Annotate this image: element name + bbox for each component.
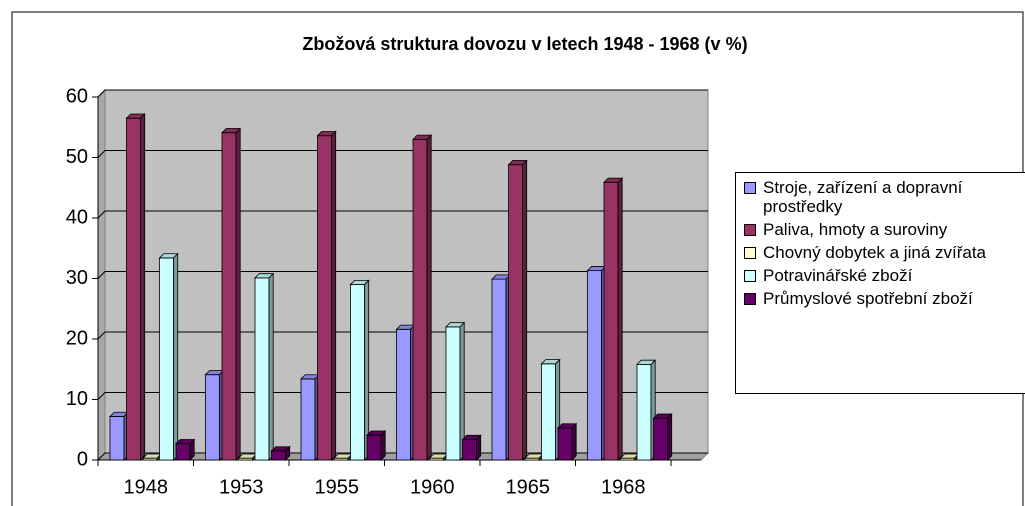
bar-front	[221, 132, 237, 461]
y-tick-label: 0	[77, 448, 88, 470]
y-tick-label: 50	[66, 146, 88, 168]
bar-front	[587, 270, 602, 461]
legend-entry: Chovný dobytek a jiná zvířata	[744, 243, 1025, 262]
bar	[109, 411, 130, 461]
x-tick-label: 1965	[506, 476, 551, 498]
bar-front	[254, 277, 270, 461]
legend: Stroje, zařízení a dopravní prostředky Pa…	[735, 172, 1025, 394]
bar-front	[412, 138, 428, 461]
x-tick-label: 1960	[410, 476, 455, 498]
bar-front	[603, 181, 619, 461]
grid-line	[97, 210, 708, 219]
legend-label: Chovný dobytek a jiná zvířata	[763, 243, 987, 262]
bar-front	[541, 363, 556, 461]
legend-entry: Stroje, zařízení a dopravní prostředky	[744, 178, 1025, 216]
bar-front	[396, 328, 411, 461]
bar-side	[426, 134, 432, 461]
bar	[540, 358, 561, 461]
bar-front	[317, 135, 332, 461]
bar-side	[285, 445, 291, 461]
bar-front	[491, 278, 507, 461]
bar-front	[175, 443, 191, 461]
bar	[507, 159, 528, 461]
bar-side	[571, 422, 577, 461]
x-tick-label: 1953	[219, 476, 264, 498]
bar	[270, 445, 291, 461]
bar	[636, 359, 657, 461]
legend-entry: Průmyslové spotřební zboží	[744, 289, 1025, 308]
legend-swatch	[744, 293, 756, 305]
bar-side	[268, 272, 274, 461]
legend-label: Potravinářské zboží	[763, 266, 913, 285]
bar	[491, 273, 512, 461]
legend-swatch	[744, 224, 756, 236]
bar-front	[126, 117, 141, 461]
bar	[300, 373, 321, 461]
bar-side	[667, 413, 673, 461]
bar-front	[653, 417, 668, 461]
grid-line	[97, 150, 708, 158]
bar	[366, 430, 387, 461]
chart-title: Zbožová struktura dovozu v letech 1948 -…	[302, 34, 747, 54]
bar	[557, 422, 578, 461]
grid-line	[97, 89, 708, 98]
grid-line	[97, 271, 708, 279]
bar-side	[380, 430, 386, 461]
bar	[221, 127, 242, 461]
bar-front	[350, 284, 365, 461]
bar-front	[366, 434, 382, 461]
bar-front	[271, 450, 286, 461]
x-tick-label: 1955	[315, 476, 360, 498]
bar	[652, 413, 673, 461]
bar-side	[331, 130, 337, 461]
bar	[254, 272, 275, 461]
legend-swatch	[744, 270, 756, 282]
y-tick-label: 40	[66, 206, 88, 228]
legend-label: Paliva, hmoty a suroviny	[763, 220, 948, 239]
bar	[125, 113, 146, 461]
legend-swatch	[744, 247, 756, 259]
bar-side	[140, 113, 146, 461]
bar-side	[476, 434, 482, 461]
bar-side	[617, 177, 623, 461]
bar	[395, 324, 416, 461]
legend-entry: Paliva, hmoty a suroviny	[744, 220, 1025, 239]
bar-front	[508, 164, 523, 461]
bar-side	[173, 252, 179, 461]
bar-side	[189, 438, 195, 461]
bar	[603, 177, 624, 461]
bar	[412, 134, 433, 461]
y-tick-label: 30	[66, 267, 88, 289]
bar-front	[557, 427, 573, 461]
bar-front	[445, 326, 461, 461]
bar-side	[364, 279, 370, 461]
bar	[349, 279, 370, 461]
bar	[204, 369, 225, 461]
bar-side	[522, 159, 528, 461]
bar-front	[300, 378, 316, 461]
x-tick-label: 1968	[601, 476, 646, 498]
bar-front	[205, 374, 220, 461]
bar	[445, 321, 466, 461]
y-tick-label: 20	[66, 327, 88, 349]
bar-front	[462, 439, 477, 461]
legend-entry: Potravinářské zboží	[744, 266, 1025, 285]
bar-front	[109, 416, 125, 461]
x-tick-label: 1948	[124, 476, 169, 498]
bar-front	[636, 364, 652, 461]
bar	[158, 252, 179, 461]
bar	[316, 130, 337, 461]
legend-swatch	[744, 182, 756, 194]
bar	[461, 434, 482, 461]
bar	[586, 265, 607, 461]
y-tick-label: 10	[66, 388, 88, 410]
bar-side	[235, 127, 241, 461]
bar-front	[159, 257, 174, 461]
legend-label: Průmyslové spotřební zboží	[763, 289, 973, 308]
legend-label: Stroje, zařízení a dopravní prostředky	[763, 178, 963, 216]
bar	[175, 438, 196, 461]
y-tick-label: 60	[66, 85, 88, 107]
